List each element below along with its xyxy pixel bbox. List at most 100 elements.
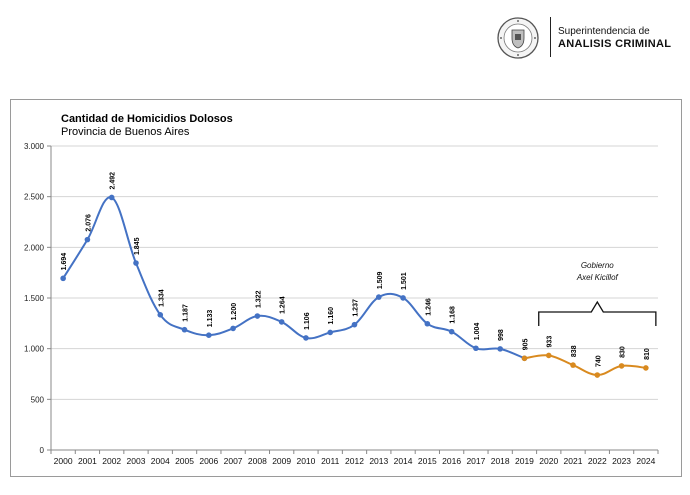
data-point <box>570 362 576 368</box>
data-label: 1.237 <box>353 299 360 317</box>
data-label: 905 <box>522 339 529 351</box>
data-point <box>206 332 212 338</box>
data-label: 810 <box>644 348 651 360</box>
homicides-line-chart: 0 500 1.000 1.500 2.000 2.500 3.000 2000 2001 200… <box>24 113 659 466</box>
axes: 0 500 1.000 1.500 2.000 2.500 3.000 2000 2001 200… <box>24 142 659 466</box>
x-tick-label: 2012 <box>345 456 364 466</box>
data-label: 2.492 <box>110 172 117 190</box>
x-tick-label: 2022 <box>588 456 607 466</box>
data-point <box>473 345 479 352</box>
annotation-line1: Gobierno <box>581 261 614 270</box>
x-tick-label: 2009 <box>272 456 291 466</box>
x-tick-label: 2000 <box>54 456 73 466</box>
data-point <box>521 355 528 362</box>
x-tick-label: 2021 <box>564 456 583 466</box>
data-point <box>400 295 406 301</box>
x-tick-label: 2023 <box>612 456 631 466</box>
data-label: 1.509 <box>377 271 384 289</box>
org-name-line1: Superintendencia de <box>558 26 650 37</box>
y-tick-label: 2.000 <box>24 243 45 252</box>
data-label: 1.264 <box>280 296 287 314</box>
data-label: 1.322 <box>255 290 262 308</box>
data-point <box>424 320 431 327</box>
data-point <box>60 275 66 282</box>
x-tick-label: 2017 <box>466 456 485 466</box>
data-label: 1.187 <box>183 304 190 322</box>
data-label: 1.168 <box>450 306 457 324</box>
data-label: 1.106 <box>304 312 311 330</box>
data-point <box>643 365 649 371</box>
data-point <box>133 260 139 266</box>
x-tick-label: 2002 <box>102 456 121 466</box>
org-name-line2: ANALISIS CRIMINAL <box>558 38 672 50</box>
x-tick-label: 2006 <box>199 456 218 466</box>
annotation: Gobierno Axel Kicillof <box>538 261 657 326</box>
data-labels: 1.694 2.076 2.492 1.845 1.334 1.187 1.133 1.200… <box>61 172 651 367</box>
data-point <box>545 352 552 359</box>
data-point <box>448 328 455 335</box>
x-tick-label: 2014 <box>394 456 413 466</box>
x-tick-label: 2001 <box>78 456 97 466</box>
data-point <box>594 372 601 378</box>
data-label: 830 <box>620 346 627 358</box>
data-point <box>254 313 261 319</box>
data-point <box>230 325 236 332</box>
data-label: 1.694 <box>61 253 68 271</box>
x-tick-label: 2019 <box>515 456 534 466</box>
data-point <box>181 326 188 333</box>
x-tick-label: 2007 <box>224 456 243 466</box>
annotation-bracket <box>538 300 657 326</box>
data-label: 1.004 <box>474 323 481 341</box>
data-point <box>375 294 382 300</box>
x-tick-label: 2016 <box>442 456 461 466</box>
header-divider <box>550 17 551 57</box>
data-point <box>618 363 625 369</box>
data-label: 1.845 <box>134 237 141 255</box>
data-point <box>84 236 91 243</box>
data-label: 998 <box>498 329 505 341</box>
data-point <box>351 321 358 328</box>
annotation-line2: Axel Kicillof <box>576 273 619 282</box>
x-tick-label: 2008 <box>248 456 267 466</box>
data-label: 1.501 <box>401 272 408 290</box>
police-seal-icon <box>497 17 539 59</box>
x-tick-label: 2015 <box>418 456 437 466</box>
y-tick-label: 1.000 <box>24 345 45 354</box>
y-tick-label: 2.500 <box>24 193 45 202</box>
x-tick-label: 2010 <box>296 456 315 466</box>
data-label: 2.076 <box>85 214 92 232</box>
data-label: 1.160 <box>328 307 335 325</box>
data-label: 838 <box>571 345 578 357</box>
grid-lines <box>51 145 658 400</box>
data-label: 1.334 <box>158 289 165 307</box>
data-label: 1.246 <box>425 298 432 316</box>
series-line <box>524 354 646 377</box>
header: Superintendencia de ANALISIS CRIMINAL <box>496 16 686 60</box>
chart-frame: 0 500 1.000 1.500 2.000 2.500 3.000 2000 2001 200… <box>10 99 682 477</box>
data-label: 740 <box>595 355 602 367</box>
data-point <box>157 312 164 318</box>
data-label: 1.200 <box>231 303 238 321</box>
data-point <box>327 329 334 336</box>
data-label: 933 <box>547 336 554 348</box>
x-tick-label: 2024 <box>636 456 655 466</box>
y-tick-label: 0 <box>40 446 45 455</box>
x-tick-label: 2020 <box>539 456 558 466</box>
data-point <box>108 194 115 201</box>
y-tick-label: 3.000 <box>24 142 45 151</box>
data-point <box>497 346 503 352</box>
x-tick-label: 2004 <box>151 456 170 466</box>
chart-subtitle: Provincia de Buenos Aires <box>61 126 190 138</box>
x-tick-label: 2011 <box>321 456 340 466</box>
x-tick-label: 2018 <box>491 456 510 466</box>
series <box>60 194 649 378</box>
chart-title: Cantidad de Homicidios Dolosos <box>61 113 233 125</box>
data-point <box>303 335 309 341</box>
x-tick-label: 2003 <box>127 456 146 466</box>
x-tick-label: 2005 <box>175 456 194 466</box>
y-tick-label: 500 <box>31 395 45 404</box>
x-tick-label: 2013 <box>369 456 388 466</box>
series-line <box>62 196 525 360</box>
y-tick-label: 1.500 <box>24 294 45 303</box>
data-point <box>278 319 285 325</box>
